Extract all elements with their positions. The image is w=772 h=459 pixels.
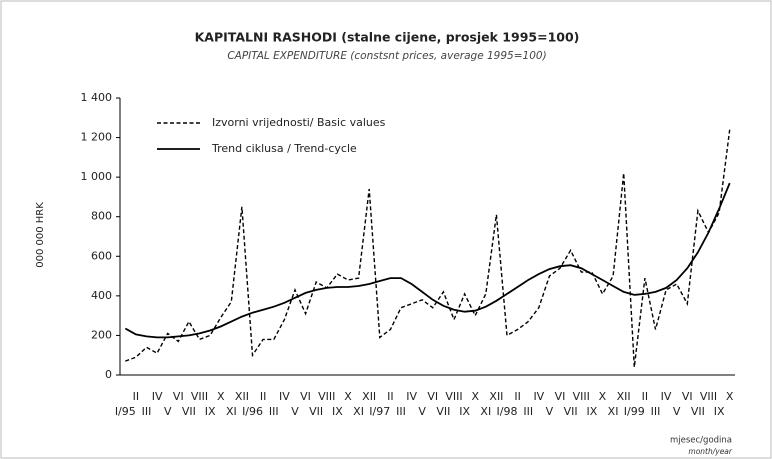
x-tick-label: II <box>260 390 267 403</box>
y-tick-label: 200 <box>91 328 112 341</box>
x-axis-label-en: month/year <box>688 447 733 456</box>
x-tick-label: I/97 <box>369 405 390 418</box>
x-tick-label: X <box>344 390 352 403</box>
x-tick-label: V <box>418 405 426 418</box>
x-tick-label: VI <box>300 390 311 403</box>
x-tick-label: XI <box>353 405 364 418</box>
x-tick-label: I/98 <box>497 405 518 418</box>
chart-subtitle: CAPITAL EXPENDITURE (constsnt prices, av… <box>227 50 546 62</box>
y-tick-label: 1 200 <box>81 131 113 144</box>
x-tick-label: IV <box>152 390 163 403</box>
x-tick-label: XII <box>235 390 249 403</box>
x-tick-label: VIII <box>191 390 208 403</box>
x-tick-label: VII <box>564 405 578 418</box>
x-tick-label: VIII <box>573 390 590 403</box>
x-tick-label: I/99 <box>624 405 645 418</box>
x-tick-label: VI <box>555 390 566 403</box>
x-tick-label: II <box>133 390 140 403</box>
x-tick-label: XII <box>617 390 631 403</box>
series-line <box>125 129 731 368</box>
x-tick-label: XI <box>608 405 619 418</box>
y-tick-label: 1 400 <box>81 91 113 104</box>
x-tick-label: X <box>726 390 734 403</box>
x-tick-label: X <box>599 390 607 403</box>
y-tick-label: 0 <box>105 368 112 381</box>
y-tick-label: 1 000 <box>81 170 113 183</box>
x-tick-label: III <box>396 405 406 418</box>
y-tick-label: 400 <box>91 289 112 302</box>
y-tick-label: 800 <box>91 210 112 223</box>
x-tick-label: VIII <box>700 390 717 403</box>
x-tick-label: III <box>142 405 152 418</box>
x-tick-label: VII <box>691 405 705 418</box>
x-tick-label: IV <box>533 390 544 403</box>
x-tick-label: IX <box>714 405 725 418</box>
x-axis-label: mjesec/godina <box>670 436 732 446</box>
x-tick-label: VII <box>309 405 323 418</box>
x-tick-label: XII <box>489 390 503 403</box>
x-tick-label: XI <box>226 405 237 418</box>
x-tick-label: X <box>217 390 225 403</box>
x-tick-label: VIII <box>318 390 335 403</box>
x-tick-label: II <box>642 390 649 403</box>
legend-label: Trend ciklusa / Trend-cycle <box>211 142 357 155</box>
x-tick-label: V <box>164 405 172 418</box>
x-tick-label: III <box>651 405 661 418</box>
legend-label: Izvorni vrijednosti/ Basic values <box>212 116 386 129</box>
x-tick-label: X <box>471 390 479 403</box>
y-tick-label: 600 <box>91 249 112 262</box>
x-tick-label: IX <box>205 405 216 418</box>
x-tick-label: IV <box>279 390 290 403</box>
x-tick-label: XI <box>480 405 491 418</box>
x-tick-label: VIII <box>445 390 462 403</box>
x-tick-label: I/95 <box>115 405 136 418</box>
x-tick-label: V <box>673 405 681 418</box>
x-tick-label: II <box>387 390 394 403</box>
x-tick-label: III <box>523 405 533 418</box>
y-axis-label: 000 000 HRK <box>35 202 46 268</box>
x-tick-label: VI <box>173 390 184 403</box>
x-tick-label: IX <box>586 405 597 418</box>
x-tick-label: I/96 <box>242 405 263 418</box>
series-line <box>124 182 731 339</box>
x-tick-label: II <box>514 390 521 403</box>
x-tick-label: V <box>291 405 299 418</box>
x-tick-label: V <box>546 405 554 418</box>
chart-title: KAPITALNI RASHODI (stalne cijene, prosje… <box>195 30 580 45</box>
x-tick-label: VII <box>182 405 196 418</box>
x-tick-label: VI <box>682 390 693 403</box>
x-tick-label: IV <box>661 390 672 403</box>
x-tick-label: XII <box>362 390 376 403</box>
x-tick-label: IX <box>459 405 470 418</box>
x-tick-label: IX <box>332 405 343 418</box>
x-tick-label: VI <box>427 390 438 403</box>
x-tick-label: III <box>269 405 279 418</box>
x-tick-label: IV <box>406 390 417 403</box>
x-tick-label: VII <box>436 405 450 418</box>
